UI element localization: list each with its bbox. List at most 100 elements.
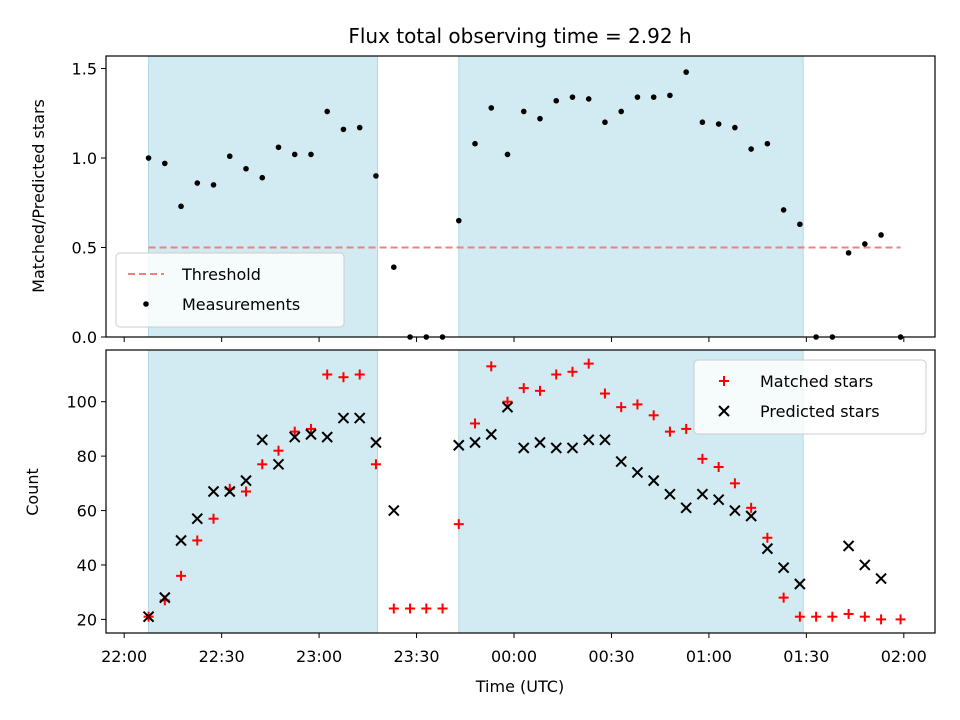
x-axis-ticks-top <box>123 337 905 342</box>
x-axis-label: Time (UTC) <box>475 677 564 696</box>
predicted-stars-point <box>469 436 481 449</box>
matched-stars-point <box>811 611 822 622</box>
legend-entry-label: Measurements <box>182 295 300 314</box>
predicted-stars-point <box>534 436 546 449</box>
ratio-panel: 0.0 0.5 1.0 1.5 Matched/Predicted stars Thr… <box>29 55 936 347</box>
legend-entry-label: Threshold <box>181 265 261 284</box>
measurements-point <box>504 151 511 158</box>
legend-swatch <box>143 301 149 307</box>
predicted-stars-point <box>337 412 350 424</box>
matched-stars-point <box>437 603 448 614</box>
predicted-stars-point <box>777 561 790 574</box>
observing-window-2 <box>458 55 804 338</box>
predicted-stars-point <box>664 488 676 500</box>
measurements-point <box>520 108 527 115</box>
matched-stars-point <box>551 369 562 380</box>
x-tick-label: 01:30 <box>783 647 829 666</box>
legend-box <box>693 359 927 435</box>
matched-stars-point <box>729 478 740 489</box>
observing-window-1 <box>148 349 379 634</box>
predicted-stars-point <box>859 559 871 571</box>
plot-frame-bottom <box>105 349 936 634</box>
matched-stars-point <box>289 426 300 437</box>
predicted-stars-point <box>207 485 220 498</box>
predicted-stars-point <box>370 436 382 449</box>
predicted-stars-point <box>583 434 595 446</box>
y-tick-label: 0.5 <box>72 239 97 258</box>
matched-stars-point <box>648 410 659 421</box>
measurements-point <box>324 108 331 115</box>
y-tick-label: 1.5 <box>72 60 97 79</box>
measurements-point <box>226 153 233 160</box>
matched-stars-point <box>583 358 594 369</box>
matched-stars-point <box>502 396 513 407</box>
matched-stars-point <box>567 366 578 377</box>
matched-stars-point <box>534 385 545 396</box>
measurements-point <box>145 155 152 161</box>
predicted-stars-point <box>240 474 252 487</box>
matched-stars-point <box>421 603 432 614</box>
legend-top: Threshold Measurements <box>115 252 345 328</box>
predicted-stars-point <box>501 401 514 413</box>
measurements-point <box>161 160 168 167</box>
y-axis-ticks-bottom: 20 40 60 80 100 <box>66 393 106 629</box>
predicted-stars-point <box>256 434 268 446</box>
predicted-stars-point <box>142 610 155 623</box>
predicted-stars-point <box>272 458 285 470</box>
y-tick-label: 1.0 <box>72 149 97 168</box>
legend-swatch <box>718 405 730 417</box>
matched-stars-point <box>241 486 252 497</box>
matched-stars-point <box>681 423 692 434</box>
matched-stars-point <box>664 426 675 437</box>
matched-stars-point <box>322 369 333 380</box>
plot-frame-top <box>105 55 936 338</box>
matched-stars-point <box>794 611 805 622</box>
y-axis-ticks-top: 0.0 0.5 1.0 1.5 <box>72 60 106 347</box>
measurements-point <box>585 96 592 102</box>
x-tick-label: 01:00 <box>686 647 732 666</box>
y-tick-label: 80 <box>77 447 97 466</box>
predicted-stars-point <box>485 428 497 441</box>
x-tick-label: 23:00 <box>296 647 342 666</box>
measurements-point <box>699 119 706 126</box>
matched-stars-point <box>370 459 381 470</box>
predicted-stars-point <box>453 439 465 451</box>
predicted-stars-point <box>631 466 644 479</box>
measurements-point <box>780 207 787 213</box>
predicted-stars-point <box>191 513 203 525</box>
predicted-stars-point <box>289 431 301 443</box>
predicted-stars-point <box>842 540 855 552</box>
predicted-stars-point <box>159 591 171 604</box>
measurements-point <box>715 121 722 127</box>
measurements-point <box>862 241 868 247</box>
predicted-stars-point <box>615 455 627 468</box>
predicted-stars-point <box>388 504 400 517</box>
measurements-point <box>356 124 363 131</box>
predicted-stars-point <box>875 572 887 585</box>
predicted-stars-point <box>761 542 774 555</box>
predicted-stars-point <box>712 493 725 506</box>
measurements-point <box>602 119 608 126</box>
legend-swatch <box>719 376 729 386</box>
measurements-point <box>340 126 347 133</box>
measurements-point <box>618 108 625 115</box>
measurements-point <box>373 173 379 179</box>
matched-stars-point <box>388 603 399 614</box>
measurements-point <box>472 140 478 147</box>
y-tick-label: 60 <box>77 502 97 521</box>
predicted-stars-point <box>599 434 611 446</box>
matched-stars-point <box>305 423 316 434</box>
predicted-stars-point <box>175 534 187 547</box>
legend-entry-label: Predicted stars <box>760 402 880 421</box>
measurements-point <box>650 94 657 100</box>
legend-entry-label: Matched stars <box>760 372 873 391</box>
x-tick-label: 23:30 <box>393 647 439 666</box>
predicted-stars-point <box>729 504 741 517</box>
x-tick-label: 00:00 <box>491 647 537 666</box>
matched-stars-point <box>843 608 854 619</box>
measurements-point <box>797 221 803 228</box>
matched-stars-point <box>616 402 627 413</box>
measurements-point <box>275 144 282 151</box>
measurements-point <box>194 180 201 186</box>
